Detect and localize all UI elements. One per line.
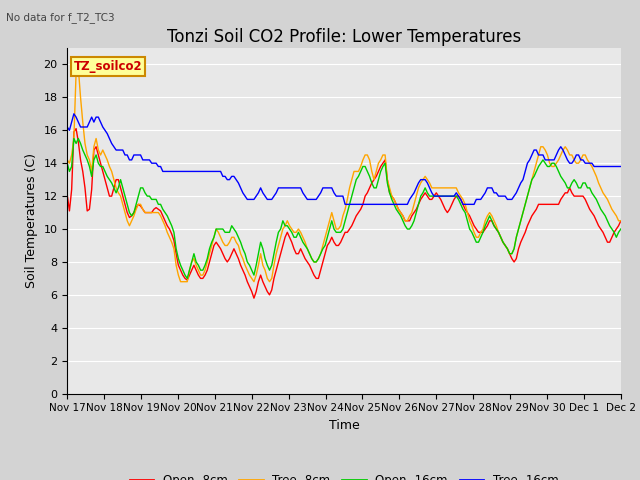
Title: Tonzi Soil CO2 Profile: Lower Temperatures: Tonzi Soil CO2 Profile: Lower Temperatur… [167,28,521,47]
Y-axis label: Soil Temperatures (C): Soil Temperatures (C) [25,153,38,288]
Text: TZ_soilco2: TZ_soilco2 [74,60,143,73]
Legend: Open -8cm, Tree -8cm, Open -16cm, Tree -16cm: Open -8cm, Tree -8cm, Open -16cm, Tree -… [125,469,563,480]
Text: No data for f_T2_TC3: No data for f_T2_TC3 [6,12,115,23]
X-axis label: Time: Time [328,419,360,432]
